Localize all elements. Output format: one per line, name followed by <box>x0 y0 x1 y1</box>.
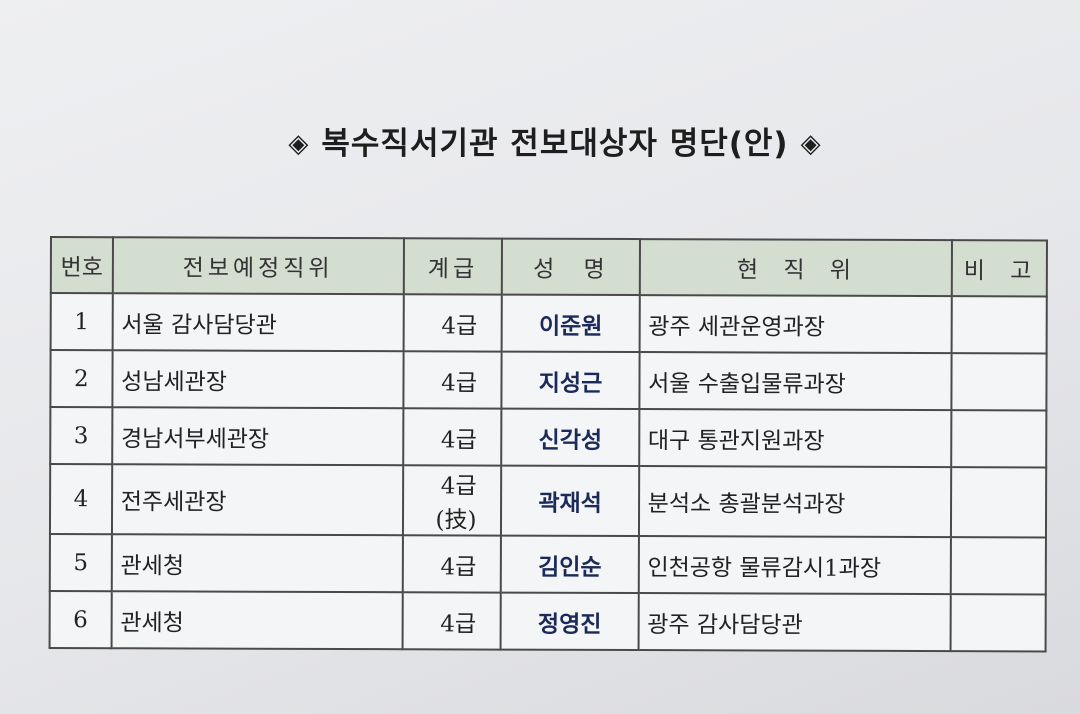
cell-grade: 4급 <box>402 535 502 593</box>
table-row: 6 관세청 4급 정영진 광주 감사담당관 <box>49 591 1046 652</box>
table-row: 3 경남서부세관장 4급 신각성 대구 통관지원과장 <box>50 407 1047 468</box>
cell-grade: 4급 <box>403 294 503 352</box>
cell-no: 4 <box>49 464 112 535</box>
cell-no: 3 <box>50 407 113 465</box>
cell-position: 성남세관장 <box>112 350 404 409</box>
cell-grade: 4급 <box>403 351 503 409</box>
cell-name: 정영진 <box>501 592 639 651</box>
cell-name: 이준원 <box>502 294 640 353</box>
cell-position: 서울 감사담당관 <box>112 293 404 352</box>
document-title: ◈ 복수직서기관 전보대상자 명단(안) ◈ <box>0 118 1080 163</box>
cell-no: 5 <box>49 534 112 592</box>
cell-note <box>951 410 1047 468</box>
cell-current: 인천공항 물류감시1과장 <box>638 536 952 595</box>
cell-grade: 4급 <box>402 408 502 466</box>
transfer-list-table: 번호 전보예정직위 계급 성 명 현 직 위 비 고 1 서울 감사담당관 4급 이준… <box>48 236 1048 653</box>
cell-no: 1 <box>50 293 113 351</box>
cell-note <box>951 537 1046 595</box>
header-grade: 계급 <box>403 238 503 295</box>
diamond-icon: ◈ <box>800 129 822 159</box>
cell-position: 관세청 <box>111 591 403 650</box>
cell-current: 분석소 총괄분석과장 <box>638 466 952 538</box>
cell-position: 관세청 <box>111 534 403 593</box>
cell-current: 광주 감사담당관 <box>638 593 952 652</box>
cell-current: 광주 세관운영과장 <box>639 295 953 354</box>
header-current: 현 직 위 <box>639 239 953 297</box>
table-row: 4 전주세관장 4급(技) 곽재석 분석소 총괄분석과장 <box>49 464 1047 538</box>
table-row: 2 성남세관장 4급 지성근 서울 수출입물류과장 <box>50 350 1047 411</box>
cell-no: 2 <box>50 350 113 408</box>
cell-grade: 4급 <box>402 592 502 650</box>
cell-name: 김인순 <box>501 535 639 594</box>
cell-note <box>951 594 1046 652</box>
cell-note <box>951 467 1047 538</box>
table-row: 1 서울 감사담당관 4급 이준원 광주 세관운영과장 <box>50 293 1047 354</box>
header-row: 번호 전보예정직위 계급 성 명 현 직 위 비 고 <box>50 237 1047 297</box>
cell-name: 곽재석 <box>501 465 639 537</box>
cell-name: 신각성 <box>501 408 640 467</box>
table-row: 5 관세청 4급 김인순 인천공항 물류감시1과장 <box>49 534 1046 595</box>
cell-current: 서울 수출입물류과장 <box>639 352 953 411</box>
cell-no: 6 <box>49 591 112 649</box>
cell-name: 지성근 <box>501 351 640 410</box>
cell-note <box>951 353 1047 411</box>
cell-current: 대구 통관지원과장 <box>638 409 952 468</box>
cell-note <box>952 296 1047 354</box>
header-name: 성 명 <box>502 238 640 296</box>
diamond-icon: ◈ <box>288 129 310 159</box>
cell-grade: 4급(技) <box>402 465 502 536</box>
cell-position: 전주세관장 <box>111 464 403 536</box>
cell-position: 경남서부세관장 <box>111 407 404 466</box>
header-note: 비 고 <box>952 240 1047 297</box>
header-no: 번호 <box>50 237 113 294</box>
title-text: 복수직서기관 전보대상자 명단(안) <box>321 126 789 162</box>
header-position: 전보예정직위 <box>112 237 404 295</box>
